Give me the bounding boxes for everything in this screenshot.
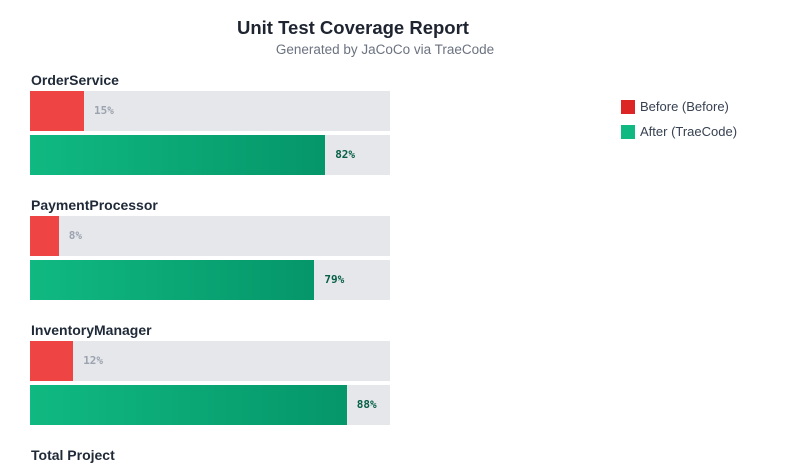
bar-track-after: 82% [30, 135, 390, 175]
bar-value-label-after: 82% [335, 148, 356, 161]
category-label: Total Project [31, 447, 115, 463]
bar-after [30, 135, 326, 175]
bar-value-label-after: 88% [356, 398, 377, 411]
legend-swatch-before [621, 100, 635, 114]
bar-after [30, 385, 347, 425]
bar-track-before: 12% [30, 341, 390, 381]
bar-value-label-after: 79% [324, 273, 345, 286]
bar-value-label-before: 8% [68, 229, 83, 242]
bar-track-after: 79% [30, 260, 390, 300]
bar-after [30, 260, 315, 300]
bar-value-label-before: 12% [83, 354, 104, 367]
bar-track-before: 8% [30, 216, 390, 256]
category-label: OrderService [31, 72, 119, 88]
legend-swatch-after [621, 125, 635, 139]
category-label: PaymentProcessor [31, 197, 158, 213]
bar-track-before: 15% [30, 91, 390, 131]
legend-label-after: After (TraeCode) [640, 124, 738, 139]
bar-before [30, 341, 74, 381]
chart-subtitle: Generated by JaCoCo via TraeCode [275, 42, 495, 57]
bar-value-label-before: 15% [94, 104, 114, 117]
bar-before [30, 91, 84, 131]
chart-title: Unit Test Coverage Report [237, 17, 469, 38]
bar-track-after: 88% [30, 385, 390, 425]
legend-label-before: Before (Before) [640, 99, 729, 114]
category-label: InventoryManager [31, 322, 152, 338]
bar-before [30, 216, 59, 256]
